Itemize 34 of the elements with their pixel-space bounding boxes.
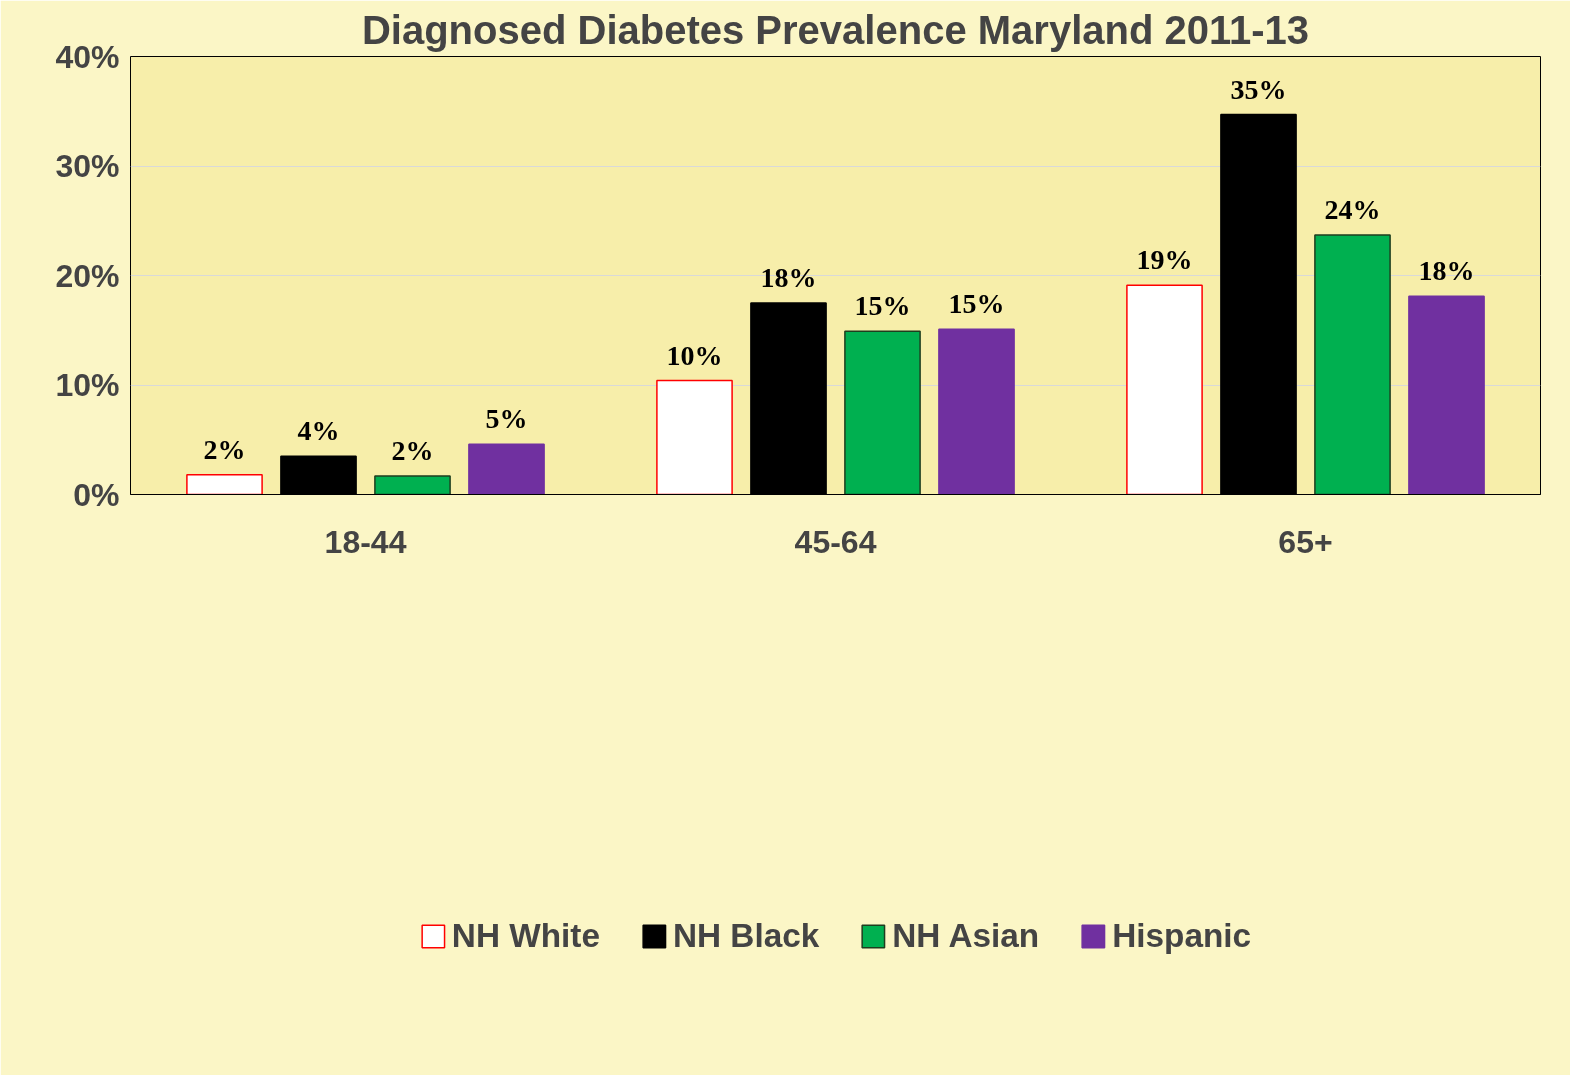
chart-title: Diagnosed Diabetes Prevalence Maryland 2011-13 xyxy=(361,7,1310,52)
data-label: 15% xyxy=(854,290,911,322)
data-label: 5% xyxy=(485,403,528,435)
bar xyxy=(374,475,451,495)
data-label: 18% xyxy=(760,261,817,293)
data-label: 2% xyxy=(203,433,246,465)
bar xyxy=(1314,234,1391,495)
bar xyxy=(1408,295,1485,495)
y-tick-label: 0% xyxy=(73,476,120,513)
data-label: 19% xyxy=(1136,244,1193,276)
data-label: 4% xyxy=(297,415,340,447)
legend-label: NH Asian xyxy=(892,916,1040,955)
data-label: 18% xyxy=(1418,255,1475,287)
data-label: 24% xyxy=(1324,193,1381,225)
legend-label: Hispanic xyxy=(1112,916,1252,955)
legend-label: NH White xyxy=(451,916,600,955)
bar xyxy=(938,328,1015,495)
data-label: 10% xyxy=(666,339,723,371)
data-label: 2% xyxy=(391,434,434,466)
data-label: 15% xyxy=(948,288,1005,320)
bar xyxy=(186,474,263,495)
y-tick-label: 20% xyxy=(55,257,120,294)
x-tick-label: 18-44 xyxy=(324,523,407,560)
x-tick-label: 65+ xyxy=(1278,523,1333,560)
y-tick-label: 30% xyxy=(55,148,120,184)
legend-label: NH Black xyxy=(672,916,820,955)
bar xyxy=(844,330,921,495)
y-tick-label: 10% xyxy=(55,367,120,403)
y-tick-label: 40% xyxy=(55,38,120,75)
bar xyxy=(656,379,733,495)
bar xyxy=(1126,284,1203,495)
data-label: 35% xyxy=(1230,73,1287,105)
bar xyxy=(468,443,545,495)
x-tick-label: 45-64 xyxy=(794,523,877,560)
